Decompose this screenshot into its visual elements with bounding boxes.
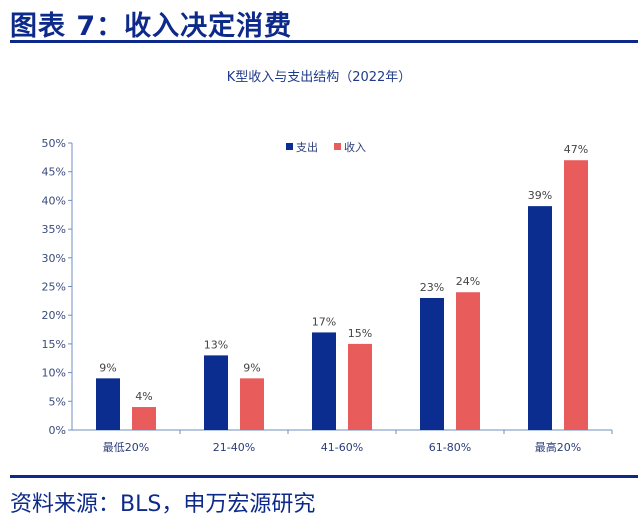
y-tick-label: 20% bbox=[42, 309, 66, 322]
legend-swatch-income bbox=[334, 143, 341, 150]
bottom-divider bbox=[10, 475, 638, 478]
y-tick-label: 30% bbox=[42, 252, 66, 265]
bar-income bbox=[456, 292, 480, 430]
bar-spending bbox=[204, 355, 228, 430]
y-tick-label: 10% bbox=[42, 367, 66, 380]
bar-income bbox=[564, 160, 588, 430]
bar-spending bbox=[96, 378, 120, 430]
bars: 9% 4% 13% 9% 17% 15% 23% 24% 39% 47% bbox=[96, 143, 588, 430]
bar-spending bbox=[312, 332, 336, 430]
source-note: 资料来源：BLS，申万宏源研究 bbox=[10, 492, 316, 517]
axes: 0% 5% 10% 15% 20% 25% 30% 35% 40% 45% 50% 最低20% 21-4… bbox=[42, 137, 613, 454]
x-tick-label: 最高20% bbox=[535, 440, 581, 454]
y-tick-label: 25% bbox=[42, 281, 66, 294]
figure-title: 图表 7：收入决定消费 bbox=[10, 11, 293, 42]
bar-income bbox=[348, 343, 372, 430]
y-tick-label: 50% bbox=[42, 137, 66, 150]
legend-label: 收入 bbox=[344, 140, 366, 154]
bar-income bbox=[240, 378, 264, 430]
data-label: 15% bbox=[348, 327, 372, 340]
y-tick-label: 40% bbox=[42, 194, 66, 207]
data-label: 24% bbox=[456, 275, 480, 288]
data-label: 13% bbox=[204, 338, 228, 351]
bar-spending bbox=[528, 206, 552, 430]
bar-spending bbox=[420, 297, 444, 430]
data-label: 9% bbox=[243, 361, 260, 374]
x-tick-label: 41-60% bbox=[321, 441, 363, 454]
x-tick-label: 最低20% bbox=[103, 441, 149, 454]
x-tick-label: 21-40% bbox=[213, 441, 255, 454]
legend-swatch-spending bbox=[286, 143, 293, 150]
chart-title: K型收入与支出结构（2022年） bbox=[227, 70, 412, 85]
data-label: 9% bbox=[99, 361, 116, 374]
y-tick-label: 0% bbox=[49, 424, 66, 437]
bar-income bbox=[132, 407, 156, 430]
y-tick-label: 5% bbox=[49, 395, 66, 408]
legend: 支出 收入 bbox=[286, 140, 366, 154]
y-tick-label: 35% bbox=[42, 223, 66, 236]
data-label: 4% bbox=[135, 390, 152, 403]
data-label: 17% bbox=[312, 315, 336, 328]
legend-label: 支出 bbox=[296, 140, 318, 154]
data-label: 47% bbox=[564, 143, 588, 156]
x-tick-label: 61-80% bbox=[429, 441, 471, 454]
y-tick-label: 45% bbox=[42, 166, 66, 179]
bar-chart: K型收入与支出结构（2022年） 0% 5% 10% 15% 20% 25% 30% 35% 4… bbox=[42, 70, 613, 454]
data-label: 39% bbox=[528, 189, 552, 202]
data-label: 23% bbox=[420, 281, 444, 294]
title-divider bbox=[10, 40, 638, 43]
y-tick-label: 15% bbox=[42, 338, 66, 351]
